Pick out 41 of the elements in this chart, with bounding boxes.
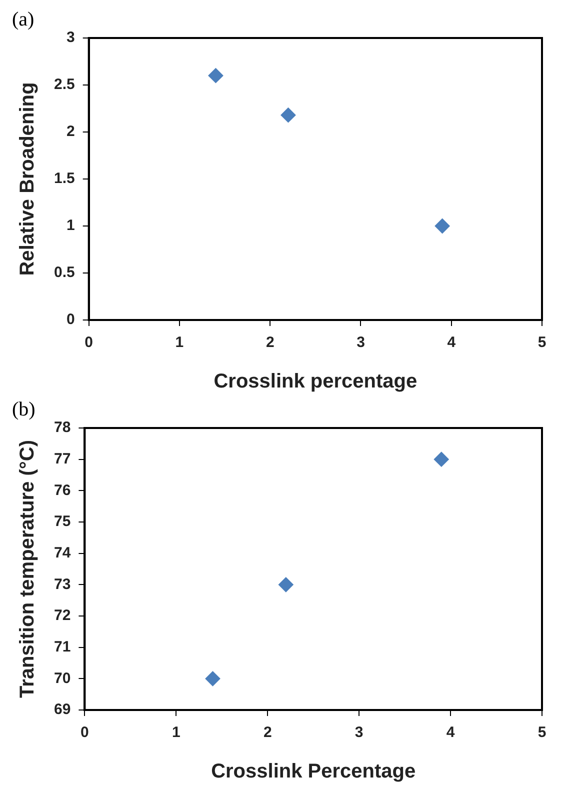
y-tick-label: 74 — [54, 544, 72, 562]
x-tick-label: 5 — [538, 724, 546, 742]
x-tick-label: 2 — [263, 724, 272, 742]
x-tick-label: 4 — [446, 724, 456, 742]
x-axis-title: Crosslink percentage — [214, 370, 418, 393]
x-tick-label: 1 — [172, 724, 180, 742]
x-axis-title: Crosslink Percentage — [211, 760, 416, 783]
y-tick-label: 72 — [54, 607, 71, 624]
x-tick-label: 1 — [175, 334, 184, 352]
y-tick-label: 78 — [54, 419, 71, 436]
x-tick-label: 2 — [266, 334, 274, 352]
point — [205, 671, 220, 686]
chart-title: (b) — [12, 398, 36, 420]
y-tick-label: 70 — [54, 670, 71, 687]
x-tick-label: 4 — [447, 334, 456, 352]
y-tick-label: 1.5 — [54, 170, 75, 188]
y-tick-label: 0 — [66, 311, 75, 328]
y-tick-label: 75 — [54, 513, 71, 530]
x-tick-label: 0 — [80, 724, 89, 742]
point — [280, 108, 296, 123]
y-tick-label: 1 — [66, 217, 75, 234]
point — [434, 452, 449, 467]
y-tick-label: 76 — [54, 482, 71, 499]
point — [278, 577, 294, 592]
y-tick-label: 2 — [66, 123, 75, 140]
point — [208, 68, 224, 84]
x-tick-label: 3 — [354, 724, 364, 742]
x-tick-label: 3 — [356, 334, 365, 352]
y-tick-label: 3 — [66, 29, 75, 46]
y-tick-label: 0.5 — [54, 264, 75, 282]
point — [434, 218, 450, 234]
x-tick-label: 5 — [538, 334, 546, 352]
chart-title: (a) — [12, 8, 34, 30]
y-axis-title: Relative Broadening — [16, 82, 39, 276]
x-tick-label: 0 — [84, 334, 94, 352]
y-tick-label: 71 — [54, 638, 71, 656]
y-tick-label: 69 — [54, 701, 71, 718]
y-tick-label: 77 — [54, 450, 71, 468]
y-tick-label: 2.5 — [54, 76, 75, 94]
y-axis-title: Transition temperature (°C) — [16, 440, 39, 698]
y-tick-label: 73 — [54, 576, 71, 593]
